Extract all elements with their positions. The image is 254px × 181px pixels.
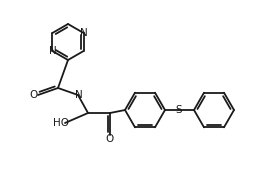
Text: S: S <box>176 105 182 115</box>
Text: O: O <box>30 90 38 100</box>
Text: N: N <box>49 46 56 56</box>
Text: O: O <box>106 134 114 144</box>
Text: N: N <box>80 28 87 38</box>
Text: HO: HO <box>53 118 69 128</box>
Text: N: N <box>75 90 83 100</box>
